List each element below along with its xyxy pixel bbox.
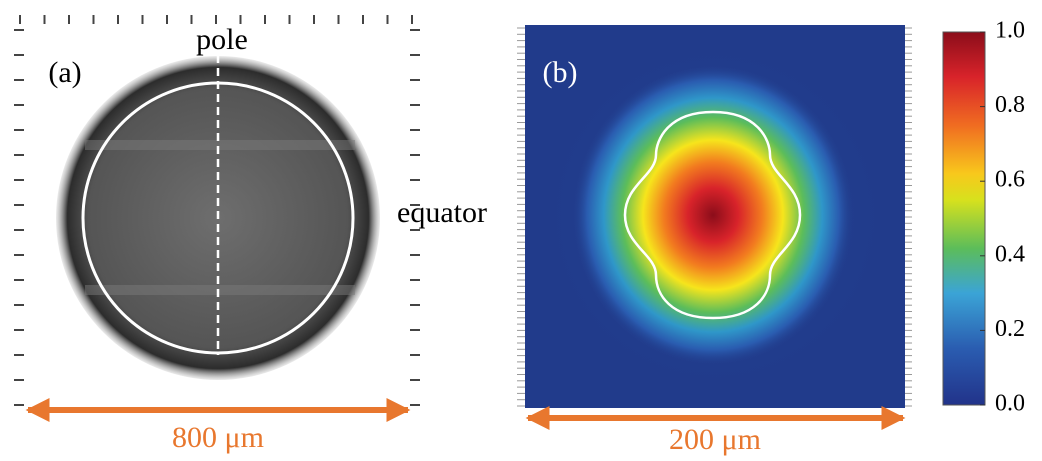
panel-a: (a) pole equator 800 μm [14, 15, 487, 454]
colorbar-tick-label: 0.6 [995, 167, 1025, 193]
colorbar-tick-label: 0.0 [995, 391, 1025, 417]
equator-label: equator [397, 196, 487, 229]
panel-b: (b) 200 μm [517, 25, 912, 456]
figure: (a) pole equator 800 μm (b) 200 μm 0.00.… [0, 0, 1042, 461]
scale-label: 800 μm [172, 421, 264, 454]
pole-label: pole [196, 23, 248, 56]
colorbar-tick-label: 0.8 [995, 92, 1025, 118]
panel-label: (b) [543, 56, 578, 89]
panel-label: (a) [48, 56, 81, 89]
band [85, 285, 355, 295]
colorbar-tick-label: 0.4 [995, 241, 1025, 267]
colorbar-tick-label: 0.2 [995, 316, 1025, 342]
colorbar-scale [943, 32, 985, 405]
colorbar-tick-label: 1.0 [995, 18, 1025, 44]
band [85, 140, 355, 150]
colorbar: 0.0 0.2 0.4 0.6 0.8 1.0 [943, 18, 1025, 417]
scale-label: 200 μm [669, 423, 761, 456]
heat-spot [573, 65, 853, 365]
